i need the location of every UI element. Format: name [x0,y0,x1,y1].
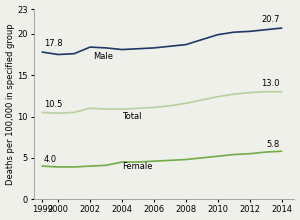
Y-axis label: Deaths per 100,000 in specified group: Deaths per 100,000 in specified group [6,23,15,185]
Text: 4.0: 4.0 [44,155,57,164]
Text: Total: Total [122,112,142,121]
Text: 10.5: 10.5 [44,100,62,109]
Text: Female: Female [122,162,152,171]
Text: Male: Male [93,53,113,61]
Text: 20.7: 20.7 [262,15,280,24]
Text: 13.0: 13.0 [262,79,280,88]
Text: 17.8: 17.8 [44,39,62,48]
Text: 5.8: 5.8 [267,140,280,149]
